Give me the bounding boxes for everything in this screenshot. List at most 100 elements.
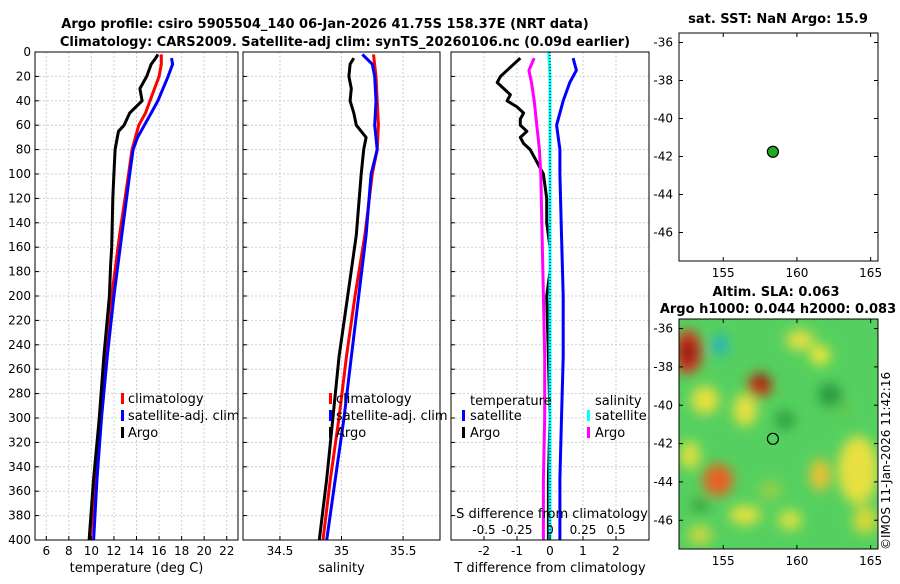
x-tick-label: 20 (197, 544, 212, 558)
x-tick-label: 8 (65, 544, 73, 558)
x-tick-label: 18 (174, 544, 189, 558)
legend-swatch (587, 410, 590, 421)
legend-swatch (329, 427, 332, 438)
x-tick-label: 155 (712, 266, 735, 280)
sla-map-title-line1: Altim. SLA: 0.063 (713, 285, 840, 300)
profile-panel-difference: -2 -1 0 1 2 T difference from climatology S di… (450, 51, 650, 576)
legend-header-salinity: salinity (595, 394, 642, 409)
map-frame (678, 318, 879, 550)
y-tick-label: -40 (653, 112, 673, 126)
y-tick-label: 340 (8, 460, 31, 474)
x-tick-label: 35.5 (390, 544, 417, 558)
sla-field (679, 319, 878, 549)
imos-watermark: ©IMOS 11-Jan-2026 11:42:16 (879, 372, 893, 550)
sla-blob (691, 386, 719, 414)
series-argo (317, 57, 368, 541)
series-satellite-adj-clim (92, 57, 175, 541)
sla-blob (778, 510, 802, 530)
legend-swatch (462, 410, 465, 421)
sla-blob (853, 506, 877, 534)
legend-label: climatology (336, 392, 412, 407)
y-tick-label: -44 (653, 475, 673, 489)
sla-blob (729, 505, 761, 525)
series-s-argo (527, 57, 547, 540)
x-tick-label: 22 (219, 544, 234, 558)
x-tick-label: 165 (859, 266, 882, 280)
profile-panel-temperature: 6 8 10 12 14 16 18 20 22020406080100120140160180… (8, 45, 240, 576)
y-tick-label: 360 (8, 484, 31, 498)
x-tick-label: 160 (785, 554, 808, 568)
y-tick-label: 60 (16, 118, 31, 132)
x-tick-label: 160 (785, 266, 808, 280)
s-tick-label: 0.25 (570, 523, 597, 537)
sla-blob (786, 330, 814, 350)
y-tick-label: 40 (16, 94, 31, 108)
sla-blobs (679, 330, 878, 545)
y-tick-label: -38 (653, 360, 673, 374)
y-tick-label: 380 (8, 509, 31, 523)
sla-map-title-line2: Argo h1000: 0.044 h2000: 0.083 (660, 302, 896, 317)
legend-label: satellite-adj. clim (336, 409, 448, 424)
map-panel-sst_map: 155 160 165 -36 -38 -40 -42 -44 -46 (653, 32, 882, 280)
sla-blob (810, 459, 830, 491)
legend-label: satellite (595, 409, 647, 424)
y-tick-label: -38 (653, 74, 673, 88)
x-axis-label: T difference from climatology (453, 561, 646, 576)
legend-header-temperature: temperature (470, 394, 552, 409)
y-tick-label: -46 (653, 513, 673, 527)
y-tick-label: 220 (8, 313, 31, 327)
x-tick-label: 6 (42, 544, 50, 558)
series-t-argo (495, 56, 552, 540)
s-tick-label: -0.5 (472, 523, 495, 537)
legend-label: satellite-adj. clim (128, 409, 240, 424)
s-tick-label: 0.5 (606, 523, 625, 537)
y-tick-label: -46 (653, 226, 673, 240)
sla-blob (712, 335, 728, 355)
legend-label: Argo (470, 426, 500, 441)
argo-location-marker (766, 145, 779, 158)
y-tick-label: 160 (8, 240, 31, 254)
y-tick-label: -42 (653, 150, 673, 164)
map-frame (678, 32, 879, 262)
series-argo (87, 53, 160, 541)
sla-blob (758, 480, 782, 500)
x-tick-label: 35 (334, 544, 349, 558)
sla-blob (690, 497, 710, 513)
y-tick-label: 100 (8, 167, 31, 181)
s-axis-label: S difference from climatology (456, 507, 648, 522)
s-tick-label: -0.25 (501, 523, 532, 537)
s-tick-label: 0 (546, 523, 554, 537)
x-tick-label: 0 (546, 544, 554, 558)
y-tick-label: 300 (8, 411, 31, 425)
profile-panel-salinity: 34.5 35 35.5 salinity climatology satellite-a… (242, 51, 448, 576)
x-tick-label: 16 (151, 544, 166, 558)
y-tick-label: 400 (8, 533, 31, 547)
legend-label: satellite (470, 409, 522, 424)
series-s-satellite (547, 51, 552, 540)
y-tick-label: 20 (16, 69, 31, 83)
legend-swatch (121, 427, 124, 438)
y-tick-label: -36 (653, 322, 673, 336)
y-tick-label: 140 (8, 216, 31, 230)
sst-map-title: sat. SST: NaN Argo: 15.9 (688, 12, 868, 27)
x-tick-label: 34.5 (267, 544, 294, 558)
sla-blob (837, 400, 853, 420)
x-tick-label: 165 (859, 554, 882, 568)
series-satellite-adj-clim (325, 53, 379, 541)
x-tick-label: 2 (612, 544, 620, 558)
y-tick-label: 240 (8, 338, 31, 352)
series-t-satellite (555, 57, 578, 540)
x-axis-label: salinity (318, 561, 365, 576)
y-tick-label: -40 (653, 398, 673, 412)
legend-label: Argo (336, 426, 366, 441)
map-panel-sla_map: 155 160 165 -36 -38 -40 -42 -44 -46 (653, 318, 882, 568)
x-tick-label: 1 (579, 544, 587, 558)
y-tick-label: 260 (8, 362, 31, 376)
sla-blob (756, 374, 768, 386)
sla-blob (775, 410, 795, 430)
x-tick-label: 12 (106, 544, 121, 558)
x-tick-label: 10 (84, 544, 99, 558)
legend-label: Argo (128, 426, 158, 441)
y-tick-label: 80 (16, 143, 31, 157)
